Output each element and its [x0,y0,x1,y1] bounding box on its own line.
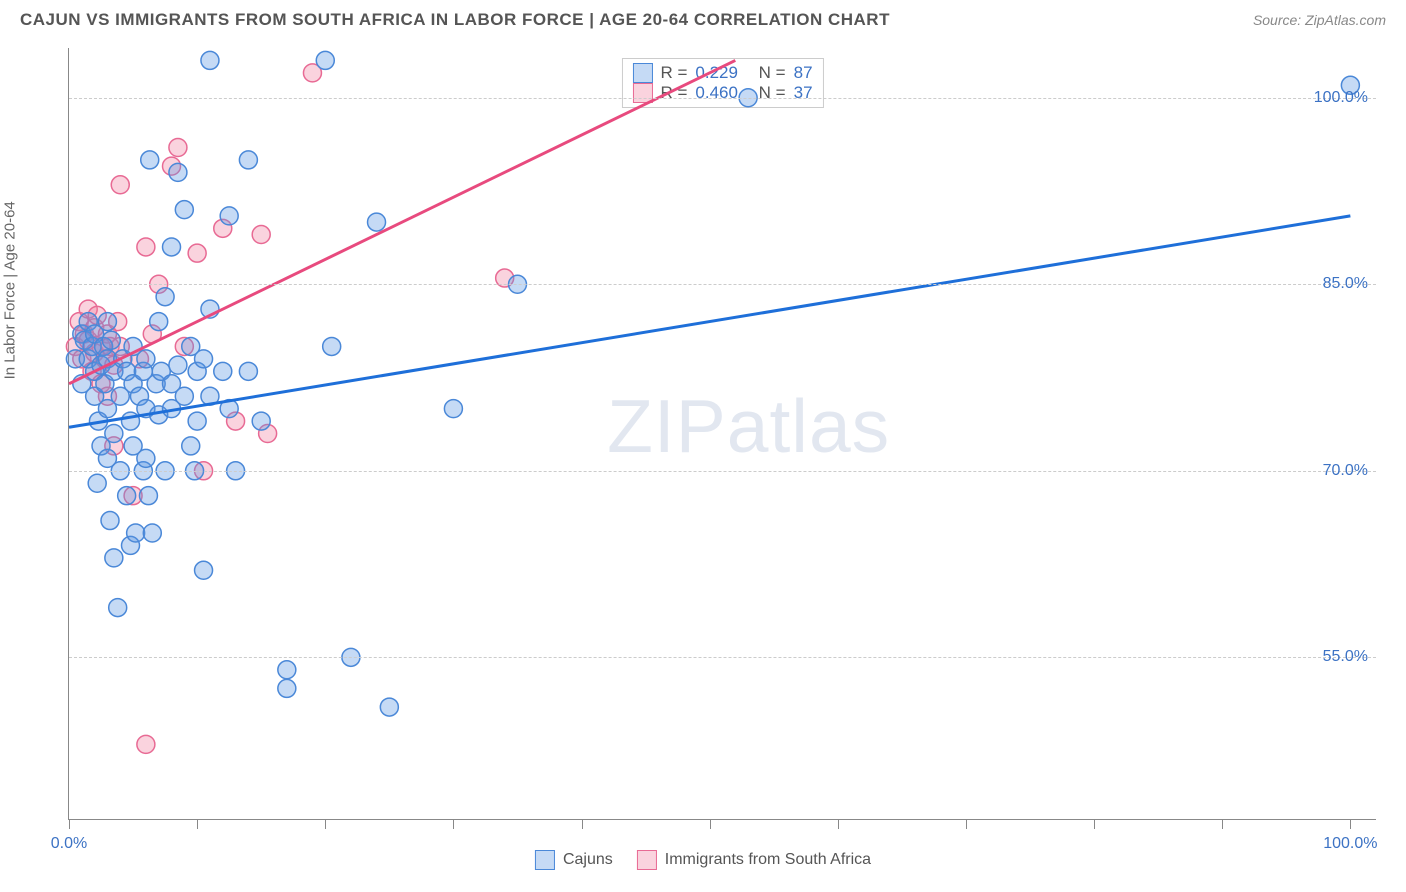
scatter-point [188,412,206,430]
scatter-point [98,313,116,331]
x-tick-label-left: 0.0% [51,835,87,853]
x-tick [966,819,967,829]
scatter-point [169,356,187,374]
scatter-point [137,735,155,753]
scatter-point [137,238,155,256]
scatter-point [214,362,232,380]
x-tick [1222,819,1223,829]
scatter-point [169,138,187,156]
scatter-point [239,362,257,380]
legend-label: Immigrants from South Africa [665,851,871,869]
x-tick [710,819,711,829]
scatter-point [175,387,193,405]
chart-header: CAJUN VS IMMIGRANTS FROM SOUTH AFRICA IN… [20,10,1386,30]
scatter-point [111,176,129,194]
x-tick [69,819,70,829]
y-tick-label: 70.0% [1323,462,1368,480]
scatter-point [137,350,155,368]
scatter-point [105,425,123,443]
scatter-point [101,512,119,530]
x-tick [1094,819,1095,829]
x-tick [453,819,454,829]
scatter-point [156,288,174,306]
scatter-point [380,698,398,716]
scatter-point [163,238,181,256]
legend-label: Cajuns [563,851,613,869]
scatter-point [201,51,219,69]
chart-title: CAJUN VS IMMIGRANTS FROM SOUTH AFRICA IN… [20,10,890,30]
scatter-point [220,207,238,225]
scatter-point [141,151,159,169]
plot-area: ZIPatlas R = 0.229 N = 87 R = 0.460 N = … [68,48,1376,820]
scatter-point [278,679,296,697]
scatter-point [239,151,257,169]
gridline [69,284,1376,285]
scatter-point [143,524,161,542]
scatter-point [252,412,270,430]
scatter-point [195,561,213,579]
scatter-point [127,524,145,542]
swatch-pink-icon [637,850,657,870]
scatter-point [137,449,155,467]
scatter-point [118,487,136,505]
x-tick [1350,819,1351,829]
plot-svg [69,48,1376,819]
x-tick-label-right: 100.0% [1323,835,1377,853]
scatter-point [175,201,193,219]
chart-container: In Labor Force | Age 20-64 ZIPatlas R = … [20,40,1386,880]
legend-item-immigrants: Immigrants from South Africa [637,850,871,870]
scatter-point [195,350,213,368]
x-tick [325,819,326,829]
scatter-point [102,331,120,349]
scatter-point [88,474,106,492]
x-tick [197,819,198,829]
trend-line [69,216,1350,427]
scatter-point [323,337,341,355]
gridline [69,471,1376,472]
scatter-point [105,549,123,567]
swatch-blue-icon [535,850,555,870]
gridline [69,98,1376,99]
scatter-point [169,163,187,181]
scatter-point [252,226,270,244]
y-axis-label: In Labor Force | Age 20-64 [2,201,19,379]
chart-source: Source: ZipAtlas.com [1253,12,1386,28]
scatter-point [150,313,168,331]
scatter-point [139,487,157,505]
scatter-point [109,599,127,617]
legend-series: Cajuns Immigrants from South Africa [535,850,871,870]
y-tick-label: 55.0% [1323,648,1368,666]
scatter-point [368,213,386,231]
x-tick [838,819,839,829]
scatter-point [188,244,206,262]
y-tick-label: 85.0% [1323,275,1368,293]
gridline [69,657,1376,658]
y-tick-label: 100.0% [1314,89,1368,107]
x-tick [582,819,583,829]
scatter-point [316,51,334,69]
scatter-point [278,661,296,679]
scatter-point [444,400,462,418]
scatter-point [182,437,200,455]
legend-item-cajuns: Cajuns [535,850,613,870]
